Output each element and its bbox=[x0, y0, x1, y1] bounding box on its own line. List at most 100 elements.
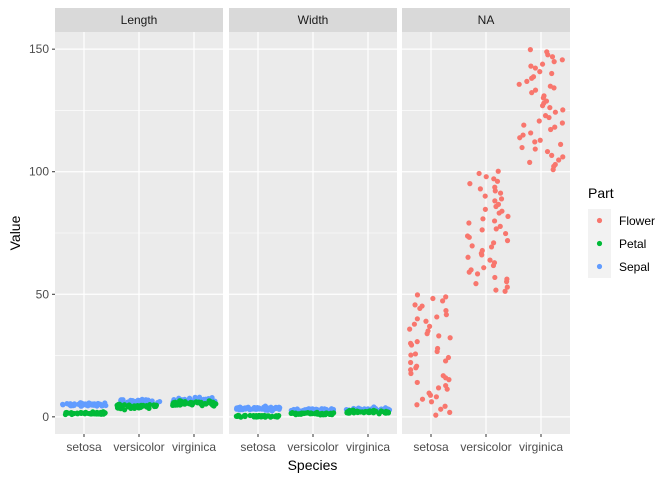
data-point-flower bbox=[408, 352, 414, 358]
data-point-flower bbox=[539, 61, 546, 67]
data-point-flower bbox=[436, 333, 442, 339]
data-point-sepal bbox=[67, 401, 73, 407]
x-tick-label: virginica bbox=[346, 440, 390, 454]
data-point-flower bbox=[497, 190, 504, 196]
data-point-flower bbox=[488, 244, 495, 250]
data-point-petal bbox=[89, 410, 95, 416]
data-point-flower bbox=[519, 144, 525, 151]
data-points bbox=[60, 47, 566, 420]
data-point-flower bbox=[414, 379, 420, 386]
data-point-flower bbox=[556, 157, 562, 163]
data-point-sepal bbox=[256, 405, 262, 411]
data-point-petal bbox=[355, 409, 361, 416]
data-point-flower bbox=[440, 298, 446, 304]
data-point-flower bbox=[414, 402, 420, 408]
data-point-flower bbox=[504, 284, 510, 290]
data-point-flower bbox=[559, 120, 565, 126]
data-point-flower bbox=[537, 69, 543, 75]
data-point-flower bbox=[434, 314, 440, 320]
data-point-flower bbox=[491, 240, 497, 246]
data-point-petal bbox=[366, 410, 372, 416]
data-point-petal bbox=[127, 403, 133, 409]
data-point-flower bbox=[414, 339, 420, 345]
data-point-flower bbox=[532, 87, 539, 93]
data-point-flower bbox=[505, 213, 511, 220]
data-point-flower bbox=[492, 274, 498, 281]
data-point-flower bbox=[467, 181, 473, 187]
data-point-petal bbox=[62, 411, 69, 418]
data-point-flower bbox=[532, 146, 538, 152]
data-point-petal bbox=[307, 410, 313, 417]
data-point-flower bbox=[497, 223, 503, 229]
data-point-petal bbox=[151, 403, 158, 410]
facet-strip bbox=[229, 8, 397, 32]
data-point-flower bbox=[433, 412, 439, 418]
data-point-petal bbox=[213, 401, 219, 407]
data-point-petal bbox=[382, 410, 388, 416]
data-point-flower bbox=[428, 399, 435, 405]
data-point-flower bbox=[481, 265, 487, 271]
data-point-petal bbox=[301, 410, 307, 416]
y-axis-title: Value bbox=[7, 215, 23, 250]
data-point-flower bbox=[552, 124, 558, 130]
data-point-flower bbox=[442, 403, 448, 409]
data-point-flower bbox=[537, 137, 543, 143]
data-point-flower bbox=[491, 218, 498, 224]
data-point-flower bbox=[549, 70, 555, 77]
data-point-flower bbox=[560, 107, 566, 113]
data-point-flower bbox=[443, 312, 449, 318]
data-point-flower bbox=[466, 220, 472, 226]
data-point-flower bbox=[551, 59, 557, 65]
data-point-sepal bbox=[236, 407, 242, 413]
data-point-flower bbox=[414, 292, 421, 298]
data-point-sepal bbox=[272, 405, 279, 412]
data-point-sepal bbox=[135, 397, 141, 403]
x-tick-label: versicolor bbox=[287, 440, 338, 454]
y-tick-label: 50 bbox=[36, 287, 50, 301]
legend-label: Flower bbox=[619, 214, 655, 228]
legend-label: Petal bbox=[619, 237, 646, 251]
data-point-petal bbox=[198, 401, 204, 407]
data-point-flower bbox=[407, 326, 413, 332]
facet-strip-label: NA bbox=[478, 13, 495, 27]
data-point-flower bbox=[516, 81, 522, 87]
data-point-flower bbox=[438, 406, 444, 412]
data-point-flower bbox=[479, 227, 485, 233]
data-point-flower bbox=[504, 238, 511, 244]
x-tick-label: versicolor bbox=[460, 440, 511, 454]
data-point-flower bbox=[414, 316, 420, 322]
data-point-petal bbox=[144, 404, 150, 410]
data-point-flower bbox=[541, 93, 547, 99]
data-point-flower bbox=[560, 154, 566, 160]
legend-swatch-petal bbox=[596, 240, 603, 247]
data-point-flower bbox=[547, 83, 553, 89]
data-point-flower bbox=[447, 335, 453, 341]
data-point-flower bbox=[499, 208, 505, 214]
legend-swatch-flower bbox=[596, 217, 603, 224]
x-tick-label: setosa bbox=[66, 440, 102, 454]
data-point-petal bbox=[179, 400, 185, 407]
facet-strip bbox=[55, 8, 223, 32]
data-point-petal bbox=[242, 412, 248, 419]
data-point-flower bbox=[487, 257, 493, 263]
data-point-flower bbox=[524, 78, 530, 84]
data-point-petal bbox=[269, 413, 275, 420]
data-point-petal bbox=[187, 401, 194, 407]
data-point-petal bbox=[121, 407, 128, 413]
data-point-flower bbox=[521, 122, 527, 128]
data-point-flower bbox=[447, 409, 453, 415]
y-tick-label: 150 bbox=[29, 42, 49, 56]
data-point-flower bbox=[559, 57, 565, 63]
legend: Part Flower Petal Sepal bbox=[588, 185, 655, 278]
data-point-flower bbox=[442, 358, 449, 364]
data-point-petal bbox=[346, 407, 353, 414]
data-point-petal bbox=[258, 414, 264, 420]
data-point-flower bbox=[426, 390, 432, 396]
data-point-petal bbox=[247, 412, 253, 419]
data-point-flower bbox=[544, 49, 550, 55]
data-point-flower bbox=[495, 168, 501, 174]
x-tick-label: setosa bbox=[413, 440, 449, 454]
data-point-petal bbox=[253, 414, 259, 420]
data-point-petal bbox=[296, 411, 302, 417]
